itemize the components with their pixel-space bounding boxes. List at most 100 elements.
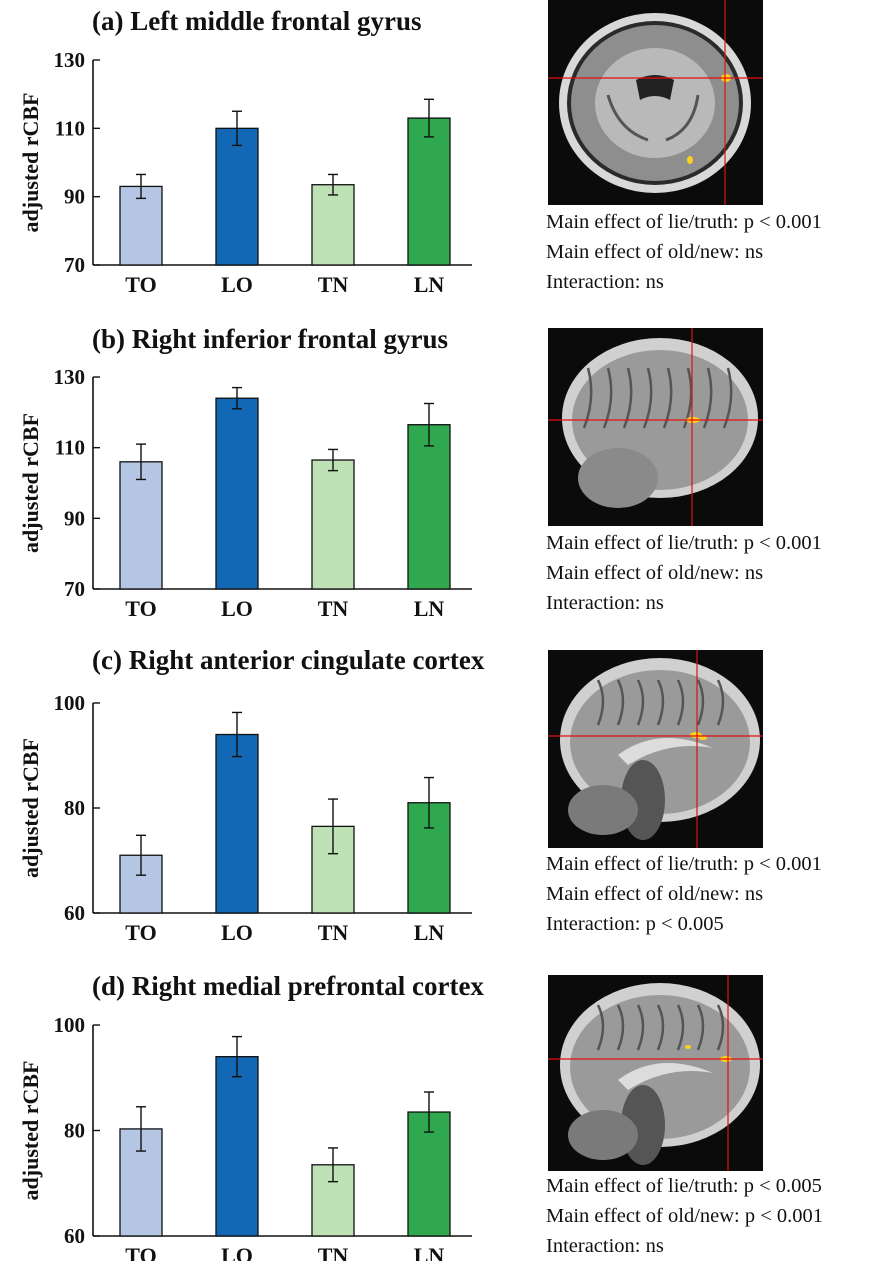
y-tick-label: 70 bbox=[64, 577, 85, 601]
bar-lo bbox=[215, 1056, 259, 1237]
y-tick-label: 70 bbox=[64, 253, 85, 277]
stat-interaction: Interaction: ns bbox=[546, 592, 664, 614]
x-tick-label: LO bbox=[221, 272, 253, 297]
sulcus bbox=[656, 679, 665, 726]
x-tick-label: TO bbox=[125, 1243, 156, 1261]
sulcus bbox=[606, 94, 649, 142]
x-tick-label: TN bbox=[318, 920, 349, 945]
bar-tn bbox=[311, 184, 355, 266]
x-tick-label: TO bbox=[125, 920, 156, 945]
y-axis-label: adjusted rCBF bbox=[18, 1061, 43, 1201]
bar-lo bbox=[215, 127, 259, 266]
y-tick-label: 60 bbox=[64, 1224, 85, 1248]
x-tick-label: LN bbox=[414, 1243, 445, 1261]
y-tick-label: 80 bbox=[64, 1119, 85, 1143]
y-tick-label: 100 bbox=[54, 1013, 86, 1037]
x-tick-label: TO bbox=[125, 596, 156, 621]
sulcus bbox=[665, 94, 700, 142]
sulcus bbox=[622, 367, 633, 429]
sulcus bbox=[662, 367, 673, 429]
stat-old-new: Main effect of old/new: ns bbox=[546, 883, 764, 905]
y-tick-label: 130 bbox=[54, 48, 86, 72]
sulcus bbox=[642, 367, 653, 429]
sulcus bbox=[722, 367, 733, 429]
stat-lie-truth: Main effect of lie/truth: p < 0.001 bbox=[546, 211, 822, 233]
sulcus bbox=[596, 1004, 605, 1051]
bar-ln bbox=[407, 117, 451, 266]
sulcus bbox=[616, 1004, 625, 1051]
mri-slice bbox=[548, 975, 763, 1171]
panel-title: (a) Left middle frontal gyrus bbox=[92, 6, 422, 36]
sulcus bbox=[696, 1004, 705, 1051]
y-axis-label: adjusted rCBF bbox=[18, 413, 43, 553]
y-axis-label: adjusted rCBF bbox=[18, 738, 43, 878]
mri-slice bbox=[548, 328, 763, 526]
bar-chart: 60 80 100 adjusted rCBF TO LO TN LN bbox=[18, 1013, 472, 1261]
y-tick-label: 130 bbox=[54, 365, 86, 389]
stat-old-new: Main effect of old/new: ns bbox=[546, 241, 764, 263]
x-tick-label: LO bbox=[221, 920, 253, 945]
bar-tn bbox=[311, 459, 355, 590]
bar-lo bbox=[215, 397, 259, 590]
stats-block: Main effect of lie/truth: p < 0.001 Main… bbox=[546, 207, 822, 297]
y-tick-label: 80 bbox=[64, 796, 85, 820]
x-tick-label: LN bbox=[414, 920, 445, 945]
y-tick-label: 60 bbox=[64, 901, 85, 925]
stats-block: Main effect of lie/truth: p < 0.005 Main… bbox=[546, 1171, 823, 1261]
brain-image bbox=[548, 328, 763, 526]
mri-slice bbox=[548, 650, 763, 848]
bar-chart: 60 80 100 adjusted rCBF TO LO TN LN bbox=[18, 691, 472, 945]
bar-chart: 70 90 110 130 adjusted rCBF TO LO TN LN bbox=[18, 48, 472, 297]
stats-block: Main effect of lie/truth: p < 0.001 Main… bbox=[546, 528, 822, 618]
stat-lie-truth: Main effect of lie/truth: p < 0.001 bbox=[546, 853, 822, 875]
panel-title: (c) Right anterior cingulate cortex bbox=[92, 645, 485, 675]
sulcus bbox=[676, 679, 685, 726]
bar-lo bbox=[215, 733, 259, 914]
panel-d: (d) Right medial prefrontal cortex 60 80 1… bbox=[0, 968, 887, 1261]
sulcus bbox=[696, 679, 705, 726]
panel-b: (b) Right inferior frontal gyrus 70 90 110… bbox=[0, 322, 887, 622]
sulcus bbox=[716, 679, 725, 726]
corpus-callosum bbox=[618, 738, 713, 765]
panel-a: (a) Left middle frontal gyrus 70 90 110 130… bbox=[0, 0, 887, 300]
y-tick-label: 90 bbox=[64, 185, 85, 209]
x-tick-label: LN bbox=[414, 272, 445, 297]
x-tick-label: TN bbox=[318, 1243, 349, 1261]
sulcus bbox=[682, 367, 693, 429]
cerebellum bbox=[568, 785, 638, 835]
sulcus bbox=[616, 679, 625, 726]
cerebellum bbox=[568, 1110, 638, 1160]
stats-block: Main effect of lie/truth: p < 0.001 Main… bbox=[546, 849, 822, 939]
activation-spot bbox=[699, 736, 707, 740]
sulcus bbox=[636, 1004, 645, 1051]
stat-old-new: Main effect of old/new: ns bbox=[546, 562, 764, 584]
x-tick-label: TO bbox=[125, 272, 156, 297]
bar-ln bbox=[407, 424, 451, 590]
y-tick-label: 110 bbox=[55, 436, 85, 460]
ventricle bbox=[636, 75, 674, 100]
stat-old-new: Main effect of old/new: p < 0.001 bbox=[546, 1205, 824, 1227]
sulcus bbox=[596, 679, 605, 726]
cerebellum bbox=[578, 448, 658, 508]
panel-title: (d) Right medial prefrontal cortex bbox=[92, 971, 484, 1001]
brain-image bbox=[548, 975, 763, 1171]
sulcus bbox=[636, 679, 645, 726]
y-tick-label: 90 bbox=[64, 506, 85, 530]
stat-lie-truth: Main effect of lie/truth: p < 0.005 bbox=[546, 1175, 822, 1197]
x-tick-label: TN bbox=[318, 272, 349, 297]
bar-chart: 70 90 110 130 adjusted rCBF TO LO TN LN bbox=[18, 365, 472, 621]
sulcus bbox=[602, 367, 613, 429]
corpus-callosum bbox=[618, 1063, 713, 1090]
sulcus bbox=[676, 1004, 685, 1051]
brain-image bbox=[548, 650, 763, 848]
bar-to bbox=[119, 461, 163, 590]
white-matter bbox=[595, 48, 715, 158]
panel-title: (b) Right inferior frontal gyrus bbox=[92, 324, 448, 354]
x-tick-label: LO bbox=[221, 1243, 253, 1261]
sulcus bbox=[702, 367, 713, 429]
y-tick-label: 110 bbox=[55, 116, 85, 140]
panel-c: (c) Right anterior cingulate cortex 60 80… bbox=[0, 645, 887, 945]
stat-interaction: Interaction: p < 0.005 bbox=[546, 913, 724, 935]
x-tick-label: LO bbox=[221, 596, 253, 621]
activation-spot bbox=[685, 1045, 691, 1049]
